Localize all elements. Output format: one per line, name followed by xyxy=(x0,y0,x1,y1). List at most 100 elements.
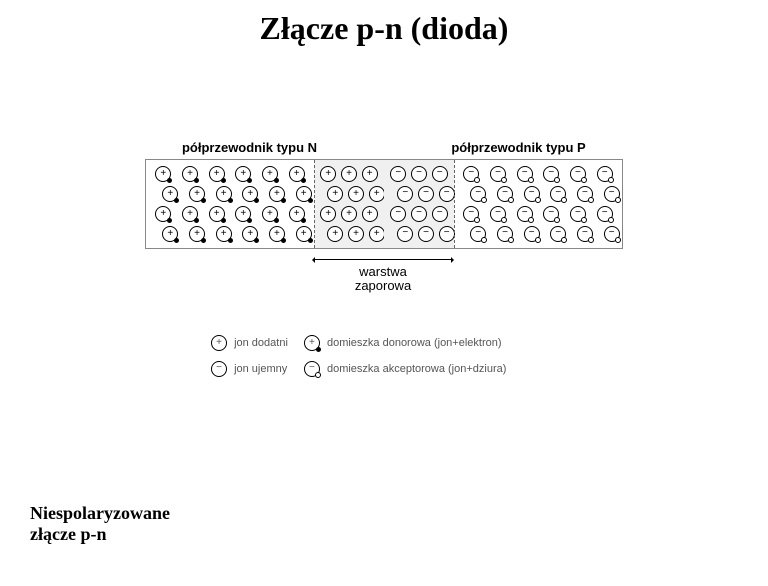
electron-dot-icon xyxy=(281,238,286,243)
minus-ion-icon xyxy=(577,186,593,202)
electron-dot-icon xyxy=(281,198,286,203)
minus-ion-icon xyxy=(543,166,559,182)
depletion-boundary-left xyxy=(314,160,315,248)
minus-ion-icon xyxy=(470,186,486,202)
minus-ion-icon xyxy=(597,166,613,182)
minus-ion-icon xyxy=(550,186,566,202)
plus-ion-icon xyxy=(296,226,312,242)
legend-acceptor-icon xyxy=(304,361,320,377)
plus-ion-icon xyxy=(369,226,385,242)
minus-ion-icon xyxy=(390,166,406,182)
label-n-type: półprzewodnik typu N xyxy=(145,140,384,155)
minus-ion-icon xyxy=(524,226,540,242)
electron-dot-icon xyxy=(247,218,252,223)
minus-ion-icon xyxy=(517,206,533,222)
hole-dot-icon xyxy=(535,197,541,203)
electron-dot-icon xyxy=(201,238,206,243)
minus-ion-icon xyxy=(397,186,413,202)
minus-ion-icon xyxy=(463,206,479,222)
minus-ion-icon xyxy=(490,206,506,222)
hole-dot-icon xyxy=(501,177,507,183)
plus-ion-icon xyxy=(235,166,251,182)
depletion-dimension: warstwazaporowa xyxy=(145,255,623,281)
electron-dot-icon xyxy=(221,218,226,223)
plus-ion-icon xyxy=(320,166,336,182)
plus-ion-icon xyxy=(289,206,305,222)
plus-ion-icon xyxy=(182,166,198,182)
legend-donor-label: domieszka donorowa (jon+elektron) xyxy=(327,337,502,349)
plus-ion-icon xyxy=(269,226,285,242)
minus-ion-icon xyxy=(432,206,448,222)
minus-ion-icon xyxy=(390,206,406,222)
plus-ion-icon xyxy=(155,166,171,182)
pn-junction-diagram: półprzewodnik typu N półprzewodnik typu … xyxy=(145,140,623,335)
minus-ion-icon xyxy=(439,186,455,202)
plus-ion-icon xyxy=(362,206,378,222)
label-p-type: półprzewodnik typu P xyxy=(384,140,623,155)
hole-dot-icon xyxy=(581,177,587,183)
electron-dot-icon xyxy=(274,178,279,183)
hole-dot-icon xyxy=(474,177,480,183)
hole-dot-icon xyxy=(554,217,560,223)
p-region xyxy=(454,160,622,248)
electron-dot-icon xyxy=(308,238,313,243)
plus-ion-icon xyxy=(327,226,343,242)
hole-dot-icon xyxy=(528,217,534,223)
minus-ion-icon xyxy=(490,166,506,182)
hole-dot-icon xyxy=(615,237,621,243)
depletion-boundary-right xyxy=(454,160,455,248)
hole-dot-icon xyxy=(608,177,614,183)
legend: jon dodatni domieszka donorowa (jon+elek… xyxy=(205,329,683,383)
hole-dot-icon xyxy=(581,217,587,223)
depletion-label: warstwazaporowa xyxy=(313,265,453,294)
hole-dot-icon xyxy=(528,177,534,183)
electron-dot-icon xyxy=(247,178,252,183)
legend-donor-icon xyxy=(304,335,320,351)
hole-dot-icon xyxy=(561,237,567,243)
electron-dot-icon xyxy=(308,198,313,203)
caption-line2: złącze p-n xyxy=(30,524,106,544)
plus-ion-icon xyxy=(327,186,343,202)
electron-dot-icon xyxy=(301,178,306,183)
hole-dot-icon xyxy=(588,197,594,203)
depletion-n-side xyxy=(314,160,384,248)
minus-ion-icon xyxy=(570,206,586,222)
hole-dot-icon xyxy=(588,237,594,243)
junction-box xyxy=(145,159,623,249)
plus-ion-icon xyxy=(348,186,364,202)
plus-ion-icon xyxy=(289,166,305,182)
minus-ion-icon xyxy=(604,226,620,242)
plus-ion-icon xyxy=(242,186,258,202)
minus-ion-icon xyxy=(411,166,427,182)
minus-ion-icon xyxy=(432,166,448,182)
electron-dot-icon xyxy=(167,178,172,183)
minus-ion-icon xyxy=(597,206,613,222)
hole-dot-icon xyxy=(481,197,487,203)
electron-dot-icon xyxy=(254,238,259,243)
page-title: Złącze p-n (dioda) xyxy=(0,10,768,47)
hole-dot-icon xyxy=(554,177,560,183)
depletion-p-side xyxy=(384,160,454,248)
plus-ion-icon xyxy=(209,206,225,222)
electron-dot-icon xyxy=(228,238,233,243)
hole-dot-icon xyxy=(481,237,487,243)
electron-dot-icon xyxy=(274,218,279,223)
plus-ion-icon xyxy=(235,206,251,222)
plus-ion-icon xyxy=(155,206,171,222)
minus-ion-icon xyxy=(397,226,413,242)
plus-ion-icon xyxy=(348,226,364,242)
minus-ion-icon xyxy=(604,186,620,202)
legend-acceptor-label: domieszka akceptorowa (jon+dziura) xyxy=(327,363,506,375)
plus-ion-icon xyxy=(189,186,205,202)
minus-ion-icon xyxy=(497,226,513,242)
plus-ion-icon xyxy=(341,206,357,222)
plus-ion-icon xyxy=(189,226,205,242)
electron-dot-icon xyxy=(174,238,179,243)
caption: Niespolaryzowane złącze p-n xyxy=(30,503,170,546)
electron-dot-icon xyxy=(221,178,226,183)
electron-dot-icon xyxy=(254,198,259,203)
hole-dot-icon xyxy=(508,197,514,203)
electron-dot-icon xyxy=(228,198,233,203)
minus-ion-icon xyxy=(470,226,486,242)
minus-ion-icon xyxy=(418,186,434,202)
